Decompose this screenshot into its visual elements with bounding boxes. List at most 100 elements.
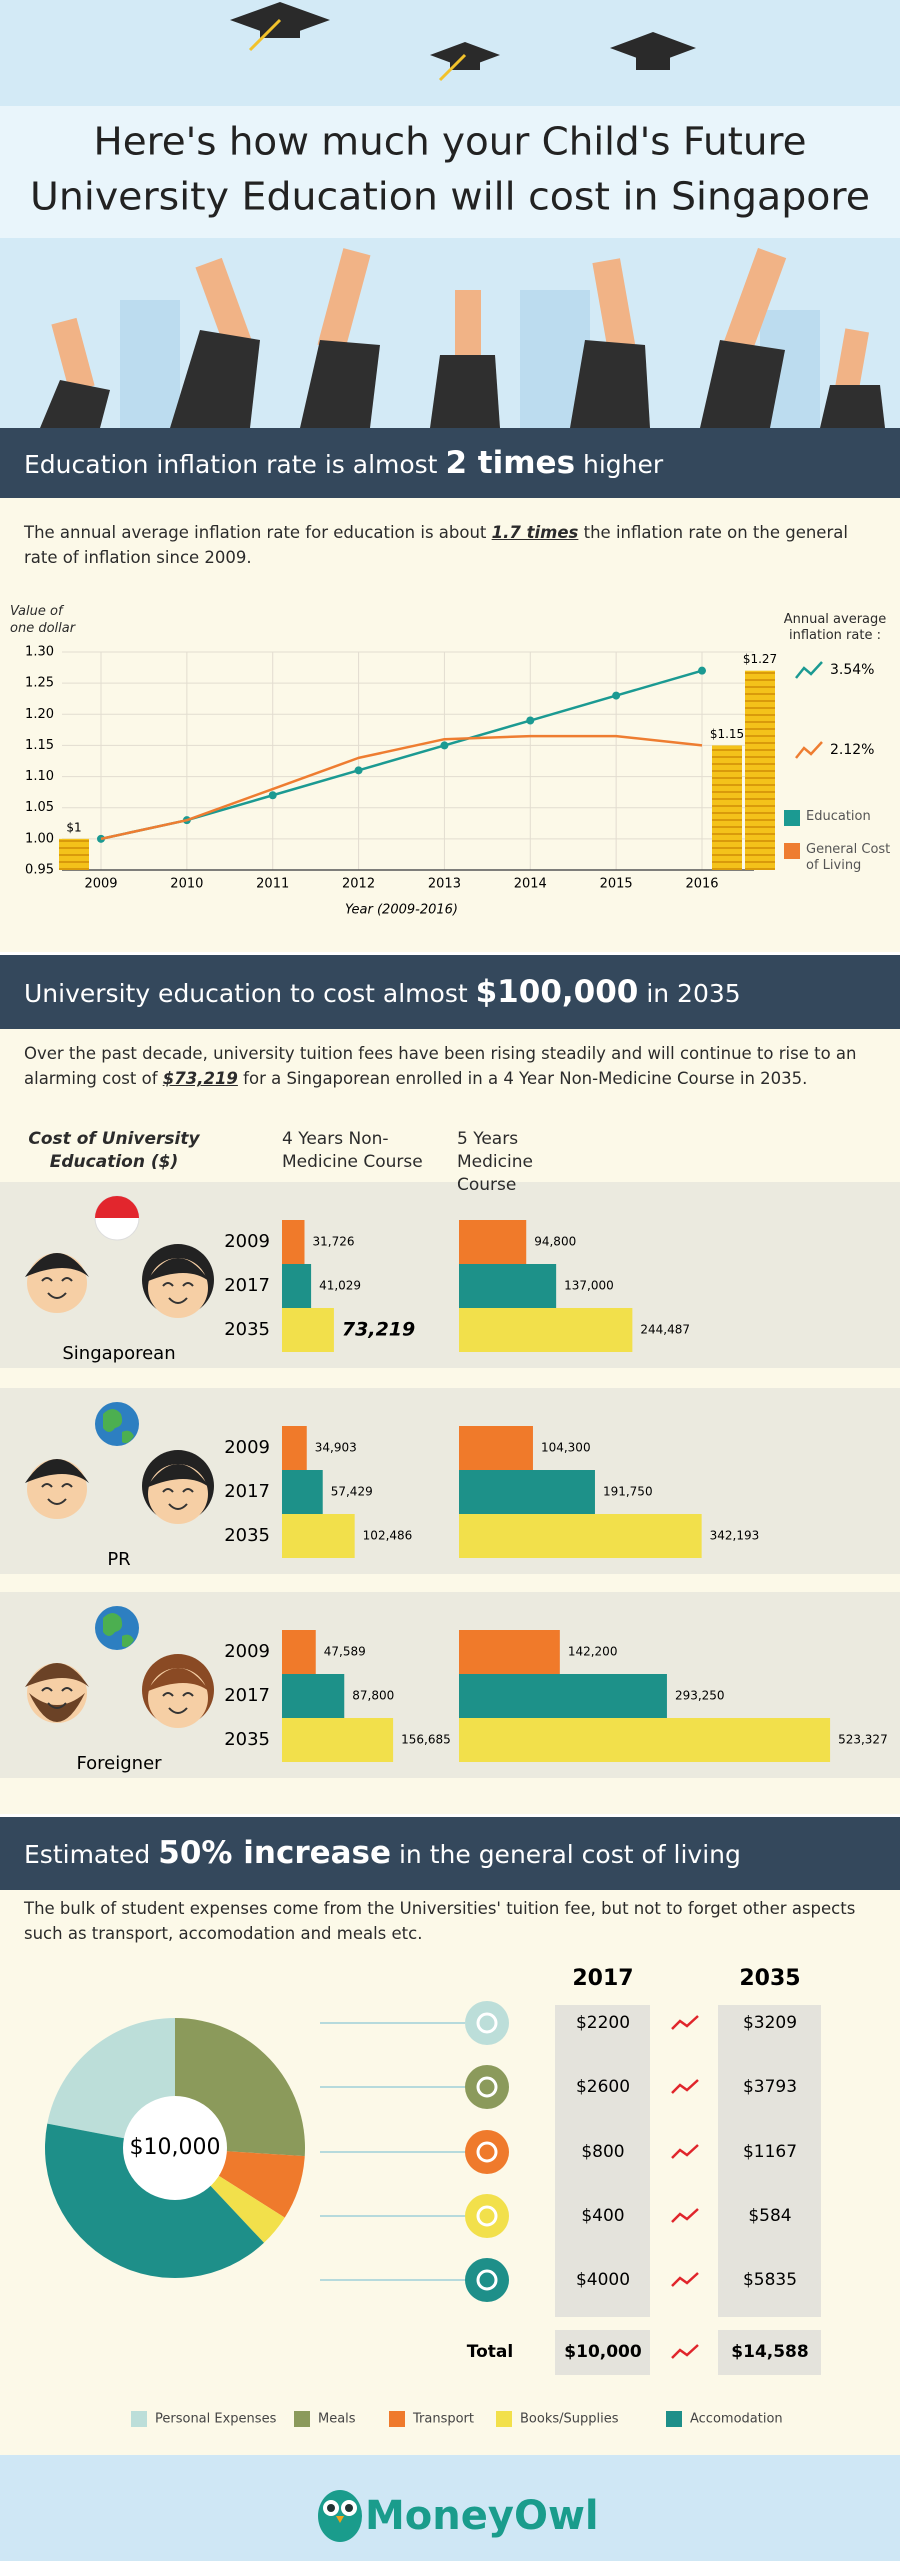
category-icon-inner (476, 2205, 498, 2227)
bar (459, 1264, 557, 1308)
paragraph: The bulk of student expenses come from t… (24, 1899, 856, 1943)
total-2017: $10,000 (564, 2342, 642, 2362)
point (698, 666, 706, 675)
section-heading: Estimated 50% increase in the general co… (24, 1835, 741, 1871)
year-label: 2009 (224, 1641, 270, 1662)
hair (25, 1459, 89, 1483)
legend-rate: 3.54% (830, 662, 874, 678)
eyes (41, 1687, 73, 1692)
cost-2035: $3793 (743, 2077, 797, 2097)
coin-stack (712, 745, 742, 870)
x-tick-label: 2016 (685, 877, 718, 892)
total-box (555, 2330, 650, 2375)
year-label: 2035 (224, 1319, 270, 1340)
legend-swatch (131, 2411, 147, 2427)
year-label: 2017 (224, 1481, 270, 1502)
value-label: 41,029 (319, 1279, 361, 1293)
category-icon-inner (476, 2076, 498, 2098)
bar (282, 1308, 334, 1352)
mouth (168, 1297, 188, 1304)
mouth (47, 1498, 67, 1505)
cost-2035: $3209 (743, 2013, 797, 2033)
group-name: Foreigner (76, 1753, 162, 1774)
year-label: 2009 (224, 1437, 270, 1458)
cost-2017: $800 (581, 2142, 624, 2162)
bar (459, 1470, 595, 1514)
legend-icon (795, 661, 823, 679)
owl-logo (318, 2490, 362, 2542)
legend-swatch (389, 2411, 405, 2427)
y-axis-label: Value of one dollar (10, 604, 76, 636)
cost-2017: $2600 (576, 2077, 630, 2097)
value-label: 57,429 (331, 1485, 373, 1499)
group-name: Singaporean (62, 1343, 175, 1364)
y-tick-label: 1.00 (25, 831, 54, 846)
legend-label: General Cost of Living (806, 842, 891, 873)
category-icon (465, 2065, 509, 2109)
section-bar (0, 1817, 900, 1890)
cost-2035: $1167 (743, 2142, 797, 2162)
value-label: 142,200 (568, 1645, 618, 1659)
title-band (0, 106, 900, 238)
paragraph: Over the past decade, university tuition… (24, 1044, 857, 1088)
value-label: 104,300 (541, 1441, 591, 1455)
column-band (718, 2005, 821, 2317)
legend-label: Books/Supplies (520, 2412, 619, 2427)
year-label: 2009 (224, 1231, 270, 1252)
brand-name: MoneyOwl (365, 2493, 599, 2539)
category-icon (465, 2130, 509, 2174)
hands-decoration (40, 247, 885, 428)
section-bar (0, 428, 900, 498)
cost-2035: $584 (748, 2206, 791, 2226)
category-icon (465, 2001, 509, 2045)
point (526, 716, 535, 725)
trend-arrow (671, 2272, 699, 2287)
year-label: 2017 (224, 1685, 270, 1706)
x-tick-label: 2013 (428, 877, 461, 892)
series-line (100, 669, 703, 841)
course-header: 4 Years Non-Medicine Course (282, 1129, 423, 1172)
column-band (555, 2005, 650, 2317)
x-tick-label: 2011 (256, 877, 289, 892)
annotation-label: $1.15 (710, 727, 744, 741)
legend-label: Accomodation (690, 2412, 783, 2427)
face-icon (25, 1459, 89, 1519)
trend-arrow (671, 2144, 699, 2159)
face-icon (142, 1450, 214, 1524)
legend-label: Meals (318, 2412, 356, 2427)
mouth (47, 1702, 67, 1709)
legend-swatch (666, 2411, 682, 2427)
y-tick-label: 0.95 (25, 863, 54, 878)
bar (459, 1630, 560, 1674)
section-heading: University education to cost almost $100… (24, 974, 741, 1010)
bar (282, 1264, 312, 1308)
y-tick-label: 1.25 (25, 676, 54, 691)
flag-red (95, 1196, 139, 1218)
eyes (162, 1282, 194, 1287)
series-line (100, 734, 703, 841)
year-label: 2035 (224, 1729, 270, 1750)
year-label: 2017 (224, 1275, 270, 1296)
face-icon (25, 1253, 89, 1313)
pie-slice (45, 2123, 264, 2278)
value-label: 156,685 (401, 1733, 451, 1747)
legend-title: Annual average inflation rate : (783, 612, 887, 643)
legend-label: Transport (412, 2412, 474, 2427)
column-header: 2017 (572, 1966, 633, 1991)
category-icon (465, 2258, 509, 2302)
value-label: 87,800 (352, 1689, 394, 1703)
graduation-caps (230, 2, 696, 82)
bar (459, 1308, 633, 1352)
eyes (41, 1277, 73, 1282)
section-bar (0, 955, 900, 1029)
point (440, 741, 449, 750)
bar (459, 1718, 831, 1762)
total-label: Total (467, 2342, 513, 2362)
value-label: 293,250 (675, 1689, 725, 1703)
globe-land (103, 1613, 134, 1648)
category-icon (465, 2194, 509, 2238)
value-label: 34,903 (315, 1441, 357, 1455)
total-box (718, 2330, 821, 2375)
